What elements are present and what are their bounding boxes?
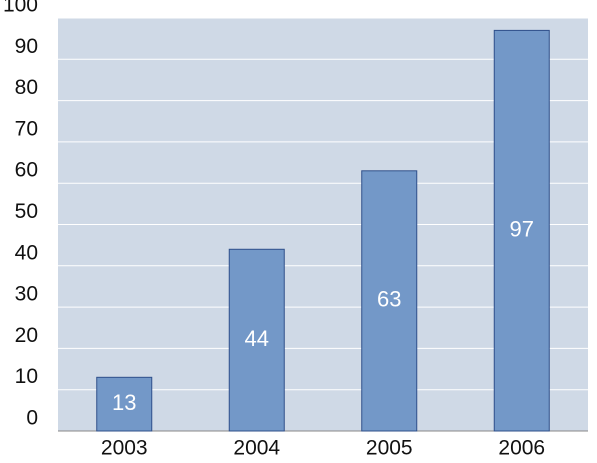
value-label: 97 <box>510 217 534 242</box>
y-tick-label: 50 <box>15 200 38 223</box>
bar <box>96 376 153 432</box>
y-tick-label: 20 <box>15 324 38 347</box>
x-tick-label: 2006 <box>498 437 545 460</box>
x-tick-label: 2005 <box>366 437 413 460</box>
y-tick-label: 70 <box>15 117 38 140</box>
y-tick-label: 80 <box>15 76 38 99</box>
y-tick-label: 60 <box>15 159 38 182</box>
value-label: 13 <box>112 390 136 415</box>
bar <box>493 29 550 432</box>
y-tick-label: 90 <box>15 35 38 58</box>
x-tick-label: 2003 <box>101 437 148 460</box>
y-tick-label: 0 <box>26 407 38 430</box>
value-label: 44 <box>245 326 269 351</box>
y-tick-label: 40 <box>15 241 38 264</box>
x-tick-label: 2004 <box>233 437 280 460</box>
y-tick-label: 100 <box>3 0 38 17</box>
bar <box>228 248 285 432</box>
y-tick-label: 30 <box>15 283 38 306</box>
value-label: 63 <box>377 287 401 312</box>
bar <box>361 170 418 432</box>
y-tick-label: 10 <box>15 365 38 388</box>
